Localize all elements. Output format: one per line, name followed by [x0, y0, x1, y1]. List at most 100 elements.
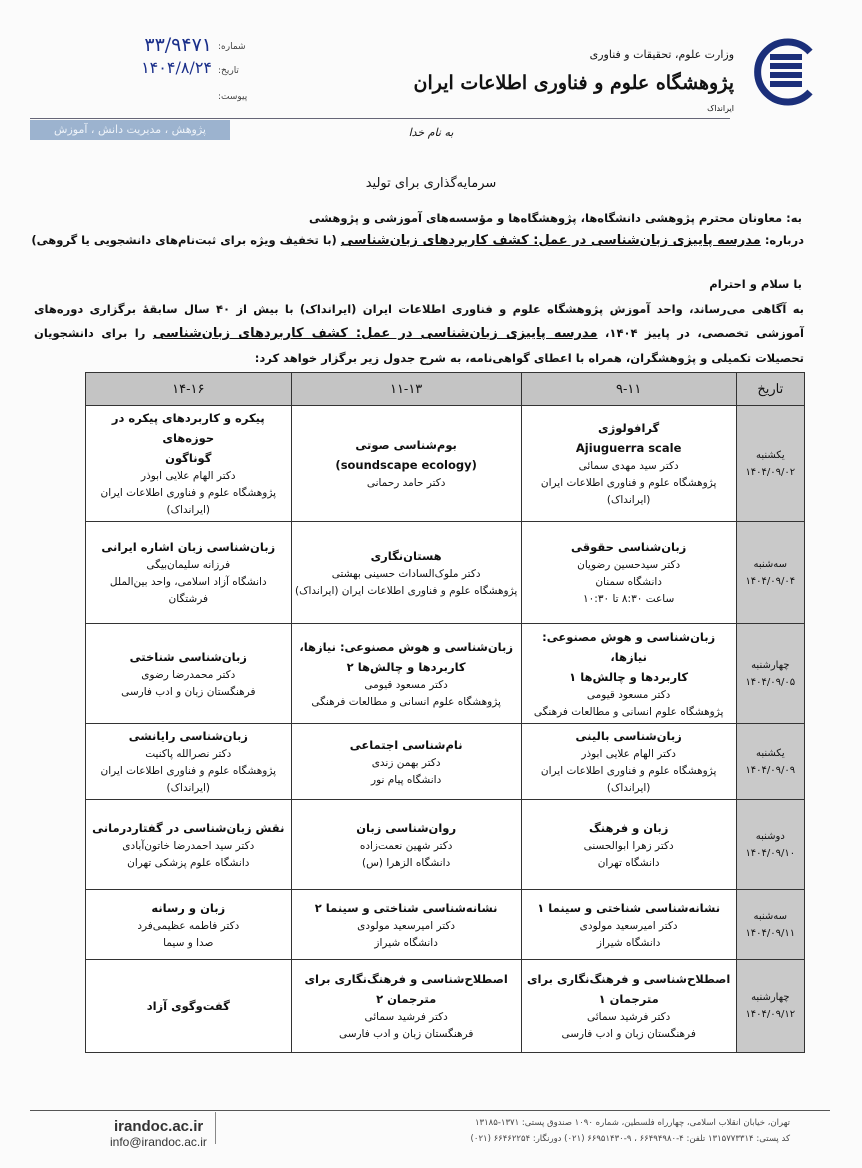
session-title: گرافولوژی: [598, 421, 660, 435]
session-cell: نقش زبان‌شناسی در گفتاردرمانی دکتر سید اح…: [85, 799, 292, 890]
session-title: مترجمان ۲: [376, 992, 437, 1006]
table-header-row: تاریخ ۹-۱۱ ۱۱-۱۳ ۱۴-۱۶: [85, 372, 806, 406]
session-detail: دکتر الهام علایی ابوذر: [581, 748, 676, 760]
session-cell: گفت‌وگوی آزاد: [85, 959, 292, 1053]
session-detail: دکتر امیرسعید مولودی: [579, 919, 678, 932]
session-title: بوم‌شناسی صوتی: [355, 438, 457, 452]
footer-separator: [215, 1112, 216, 1144]
session-detail: دکتر فرشید سمائی: [364, 1011, 448, 1023]
date-day: چهارشنبه: [751, 659, 790, 671]
session-title: گوناگون: [165, 451, 212, 465]
session-title: اصطلاح‌شناسی و فرهنگ‌نگاری برای: [527, 972, 731, 986]
footer-divider: [30, 1110, 830, 1111]
session-detail: فرهنگستان زبان و ادب فارسی: [561, 1028, 696, 1040]
session-title: نام‌شناسی اجتماعی: [349, 737, 463, 752]
session-detail: دانشگاه شیراز: [596, 936, 661, 949]
session-cell: نشانه‌شناسی شناختی و سینما ۲ دکتر امیرسعی…: [290, 889, 522, 960]
session-title: روان‌شناسی زبان: [356, 820, 457, 835]
session-title: نشانه‌شناسی شناختی و سینما ۲: [314, 900, 498, 915]
body-title: مدرسه پاییزی زبان‌شناسی در عمل: کشف کارب…: [152, 326, 598, 341]
ministry-name: وزارت علوم، تحقیقات و فناوری: [589, 48, 734, 61]
session-cell: زبان‌شناسی رایانشی دکتر نصرالله پاکنیت پژو…: [85, 723, 292, 800]
session-title: زبان‌شناسی حقوقی: [571, 540, 687, 554]
session-detail: دانشگاه الزهرا (س): [362, 856, 451, 869]
column-header: تاریخ: [735, 372, 806, 406]
session-detail: دکتر امیرسعید مولودی: [357, 919, 456, 932]
table-row: چهارشنبه ۱۴۰۴/۰۹/۱۲ اصطلاح‌شناسی و فرهنگ‌ن…: [85, 959, 806, 1053]
session-detail: دانشگاه شیراز: [374, 936, 438, 949]
number-label: شماره:: [218, 42, 246, 52]
session-detail: دانشگاه پیام نور: [371, 773, 442, 786]
subject-title: مدرسه پاییزی زبان‌شناسی در عمل: کشف کارب…: [340, 233, 761, 248]
session-detail: پژوهشگاه علوم و فناوری اطلاعات ایران (ای…: [100, 765, 277, 794]
date-value: ۱۴۰۴/۸/۲۴: [141, 58, 212, 77]
body-part1: به آگاهی می‌رساند، واحد آموزش پژوهشگاه ع…: [34, 302, 805, 340]
session-cell: گرافولوژی Ajiuguerra scale دکتر سید مهدی س…: [520, 405, 737, 522]
session-cell: اصطلاح‌شناسی و فرهنگ‌نگاری برای مترجمان ۲…: [290, 959, 522, 1053]
session-title: کاربردها و چالش‌ها ۲: [346, 659, 466, 674]
session-detail: دکتر محمدرضا رضوی: [141, 668, 236, 681]
date-day: یکشنبه: [755, 449, 785, 461]
column-header: ۱۴-۱۶: [85, 372, 292, 406]
session-cell: پیکره و کاربردهای پیکره در حوزه‌های گوناگ…: [85, 405, 292, 522]
session-title: نشانه‌شناسی شناختی و سینما ۱: [537, 900, 721, 915]
session-title: مترجمان ۱: [598, 992, 659, 1006]
date-day: سه‌شنبه: [753, 910, 788, 922]
session-detail: دکتر حامد رحمانی: [366, 477, 446, 489]
session-cell: زبان‌شناسی و هوش مصنوعی: نیازها، کاربردها…: [290, 623, 522, 724]
session-detail: دکتر ملوک‌السادات حسینی بهشتی: [331, 567, 481, 580]
session-title: زبان‌شناسی بالینی: [575, 729, 682, 743]
session-detail: دکتر الهام علایی ابوذر: [141, 470, 236, 482]
date-label: تاریخ:: [218, 66, 239, 76]
table-row: دوشنبه ۱۴۰۴/۰۹/۱۰ زبان و فرهنگ دکتر زهرا اب…: [85, 799, 806, 890]
session-detail: فرهنگستان زبان و ادب فارسی: [121, 685, 256, 698]
session-detail: پژوهشگاه علوم انسانی و مطالعات فرهنگی: [311, 695, 501, 708]
session-detail: پژوهشگاه علوم و فناوری اطلاعات ایران (ای…: [540, 477, 717, 506]
session-detail: فرزانه سلیمان‌بیگی: [146, 559, 231, 571]
table-row: یکشنبه ۱۴۰۴/۰۹/۰۹ زبان‌شناسی بالینی دکتر ال…: [85, 723, 806, 800]
session-detail: دکتر سید مهدی سمائی: [578, 460, 679, 472]
session-detail: دکتر فرشید سمائی: [586, 1011, 671, 1023]
date-cell: یکشنبه ۱۴۰۴/۰۹/۰۲: [735, 405, 806, 522]
session-detail: دانشگاه سمنان: [595, 576, 662, 588]
attachment-label: پیوست:: [218, 92, 248, 102]
column-header: ۹-۱۱: [520, 372, 737, 406]
date-cell: چهارشنبه ۱۴۰۴/۰۹/۰۵: [735, 623, 806, 724]
subject-label: درباره:: [760, 233, 804, 247]
institute-name: پژوهشگاه علوم و فناوری اطلاعات ایران: [413, 72, 734, 94]
recipient: به: معاونان محترم پژوهشی دانشگاه‌ها، پژو…: [309, 211, 802, 225]
date-cell: سه‌شنبه ۱۴۰۴/۰۹/۰۴: [735, 521, 806, 624]
session-title: زبان‌شناسی زبان اشاره ایرانی: [101, 540, 276, 554]
session-cell: زبان و فرهنگ دکتر زهرا ابوالحسنی دانشگاه ت…: [520, 799, 737, 890]
session-detail: دکتر بهمن زندی: [371, 756, 441, 769]
date-date: ۱۴۰۴/۰۹/۰۹: [745, 764, 796, 776]
tagline-band: پژوهش ، مدیریت دانش ، آموزش: [30, 120, 230, 140]
body-paragraph: به آگاهی می‌رساند، واحد آموزش پژوهشگاه ع…: [34, 297, 804, 370]
date-day: سه‌شنبه: [753, 558, 788, 570]
session-cell: زبان و رسانه دکتر فاطمه عظیمی‌فرد صدا و سی…: [85, 889, 292, 960]
session-title: زبان‌شناسی و هوش مصنوعی: نیازها،: [299, 639, 513, 654]
session-detail: پژوهشگاه علوم انسانی و مطالعات فرهنگی: [533, 705, 724, 718]
session-detail: دکتر شهین نعمت‌زاده: [359, 839, 453, 852]
email-link[interactable]: info@irandoc.ac.ir: [110, 1135, 207, 1149]
session-cell: نشانه‌شناسی شناختی و سینما ۱ دکتر امیرسعی…: [520, 889, 737, 960]
session-detail: فرهنگستان زبان و ادب فارسی: [338, 1028, 474, 1040]
session-detail: صدا و سیما: [163, 936, 214, 949]
date-date: ۱۴۰۴/۰۹/۰۵: [745, 676, 796, 688]
session-title: زبان و رسانه: [151, 900, 226, 915]
session-detail: دکتر سیدحسین رضویان: [577, 559, 681, 571]
session-title: اصطلاح‌شناسی و فرهنگ‌نگاری برای: [304, 972, 508, 986]
website-link[interactable]: irandoc.ac.ir: [114, 1118, 204, 1135]
session-cell: زبان‌شناسی بالینی دکتر الهام علایی ابوذر پ…: [520, 723, 737, 800]
session-title: گفت‌وگوی آزاد: [146, 999, 230, 1013]
session-detail: دکتر مسعود قیومی: [364, 678, 448, 691]
session-detail: دانشگاه آزاد اسلامی، واحد بین‌الملل فرشت…: [109, 576, 267, 605]
date-day: چهارشنبه: [751, 992, 790, 1003]
session-title: Ajiuguerra scale: [575, 441, 682, 455]
table-row: سه‌شنبه ۱۴۰۴/۰۹/۰۴ زبان‌شناسی حقوقی دکتر سی…: [85, 521, 806, 624]
date-day: دوشنبه: [755, 830, 785, 842]
date-date: ۱۴۰۴/۰۹/۰۴: [745, 575, 796, 587]
session-title: زبان و فرهنگ: [588, 820, 669, 835]
session-cell: نام‌شناسی اجتماعی دکتر بهمن زندی دانشگاه پ…: [290, 723, 522, 800]
header-divider: [30, 118, 730, 119]
